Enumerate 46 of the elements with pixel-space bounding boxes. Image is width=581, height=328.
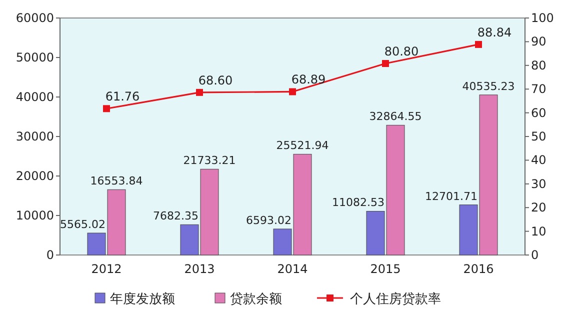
text: 5565.02 [60,218,106,232]
point [196,88,203,96]
y2-tick-label: 90 [531,34,546,49]
y2-tick-label: 70 [531,82,546,96]
point [289,88,296,96]
y2-tick-label: 50 [531,130,546,144]
y2-tick-label: 30 [531,176,546,191]
data-label: 16553.84 [90,174,143,188]
y-tick-label: 40000 [16,90,54,104]
text: 6593.02 [246,214,292,227]
point [475,40,482,48]
y-tick-label: 20000 [16,169,54,183]
data-label: 32864.55 [369,110,422,124]
y2-tick-label: 80 [531,58,546,72]
legend-label: 个人住房贷款率 [350,291,441,307]
data-label: 40535.23 [462,80,515,93]
x-tick-label: 2014 [277,262,308,276]
data-label: 80.80 [384,44,419,59]
text: 7682.35 [153,210,198,223]
data-label: 88.84 [477,25,512,40]
x-tick-label: 2013 [184,262,215,276]
y2-tick-label: 20 [531,200,546,215]
data-label: 25521.94 [276,139,329,152]
data-label: 68.60 [198,73,233,88]
y-tick-label: 10000 [16,208,54,222]
y-tick-label: 60000 [16,11,54,25]
text: 11082.53 [332,196,384,210]
data-label: 61.76 [105,90,140,104]
y2-tick-label: 60 [531,106,546,120]
y2-tick-label: 40 [531,153,546,168]
y2-tick-label: 10 [531,224,546,238]
text: 12701.71 [425,190,478,203]
y-tick-label: 0 [46,248,54,262]
point [103,105,110,112]
y2-tick-label: 0 [531,248,539,262]
legend-label: 贷款余额 [230,292,282,307]
x-tick-label: 2012 [91,262,122,276]
data-label: 68.89 [291,72,326,87]
x-tick-label: 2015 [370,262,401,276]
y-tick-label: 30000 [16,130,54,144]
y-tick-label: 50000 [16,50,54,64]
legend-label: 年度发放额 [110,291,175,307]
data-label: 21733.21 [183,154,236,168]
point [382,60,389,68]
x-tick-label: 2016 [463,262,494,276]
y2-tick-label: 100 [531,11,554,25]
